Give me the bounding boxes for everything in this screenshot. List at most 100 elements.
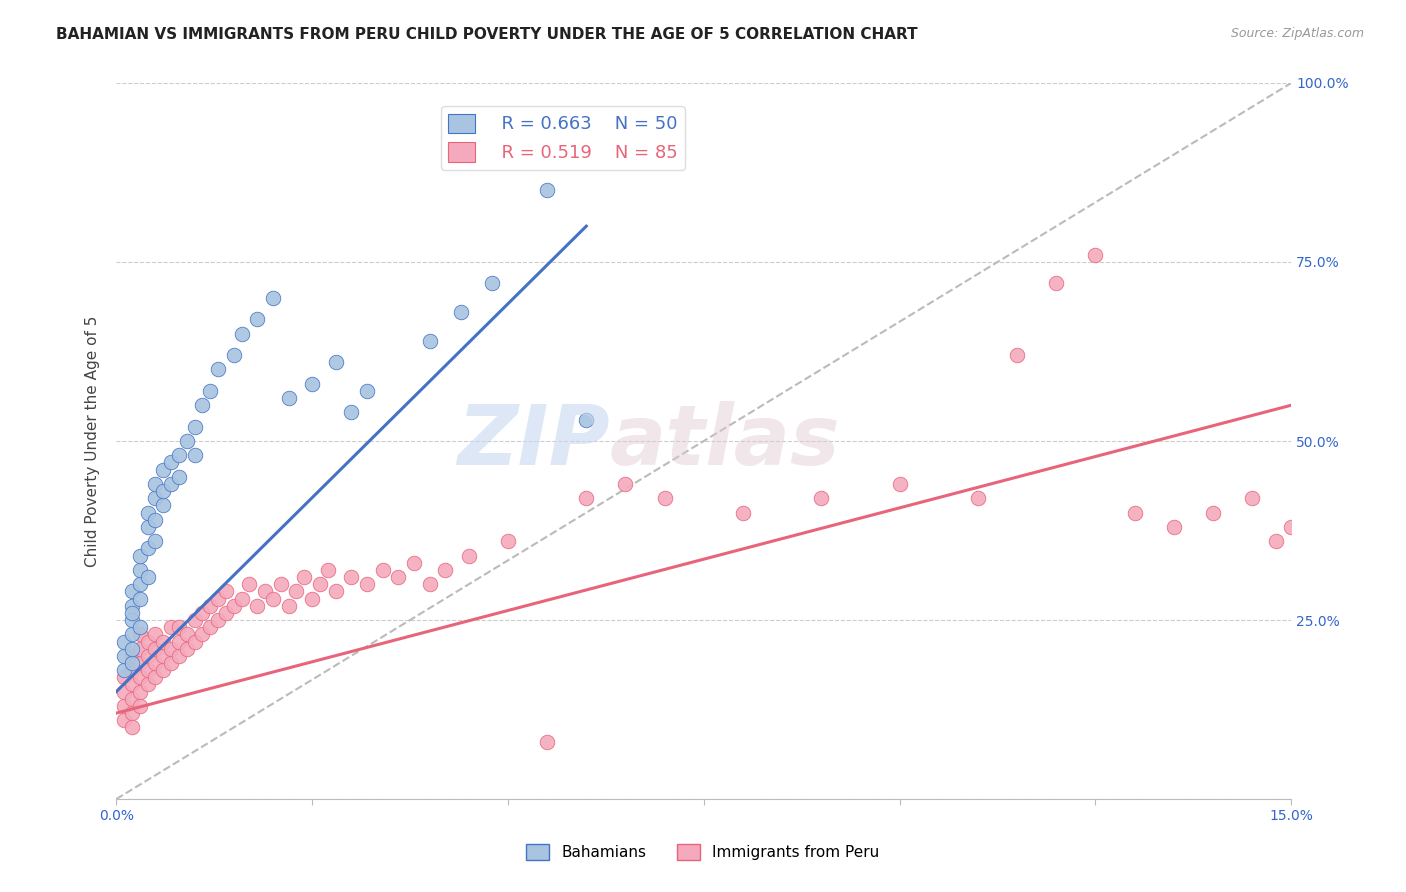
Point (112, 713, 135, 727)
Text: Source: ZipAtlas.com: Source: ZipAtlas.com (1230, 27, 1364, 40)
Point (128, 577, 150, 591)
Point (121, 613, 143, 627)
Point (231, 591, 253, 606)
Point (536, 183, 558, 197)
Point (200, 384, 222, 398)
Point (419, 334, 441, 348)
Point (145, 670, 167, 684)
Point (810, 491, 832, 506)
Point (325, 355, 347, 369)
Point (387, 570, 409, 584)
Point (301, 376, 323, 391)
Point (112, 670, 135, 684)
Point (1163, 520, 1185, 534)
Text: BAHAMIAN VS IMMIGRANTS FROM PERU CHILD POVERTY UNDER THE AGE OF 5 CORRELATION CH: BAHAMIAN VS IMMIGRANTS FROM PERU CHILD P… (56, 27, 918, 42)
Point (160, 656, 183, 670)
Point (183, 613, 205, 627)
Point (614, 477, 637, 491)
Point (450, 305, 472, 319)
Point (1123, 506, 1146, 520)
Point (145, 534, 167, 549)
Point (145, 641, 167, 656)
Text: atlas: atlas (610, 401, 841, 482)
Point (575, 412, 598, 426)
Point (246, 312, 269, 326)
Point (340, 570, 363, 584)
Point (136, 570, 159, 584)
Point (340, 405, 363, 419)
Point (145, 513, 167, 527)
Point (371, 563, 394, 577)
Point (356, 577, 378, 591)
Point (128, 563, 150, 577)
Point (434, 563, 457, 577)
Point (222, 348, 245, 362)
Point (136, 648, 159, 663)
Point (262, 591, 284, 606)
Point (112, 698, 135, 713)
Point (176, 641, 198, 656)
Point (145, 491, 167, 506)
Point (121, 599, 143, 613)
Point (496, 534, 519, 549)
Point (183, 419, 205, 434)
Point (1045, 277, 1067, 291)
Point (889, 477, 911, 491)
Point (121, 584, 143, 599)
Point (231, 326, 253, 341)
Point (277, 391, 299, 405)
Point (152, 634, 174, 648)
Point (145, 627, 167, 641)
Point (160, 620, 183, 634)
Point (121, 677, 143, 691)
Point (536, 735, 558, 749)
Point (152, 484, 174, 499)
Legend:   R = 0.663    N = 50,   R = 0.519    N = 85: R = 0.663 N = 50, R = 0.519 N = 85 (441, 106, 685, 169)
Point (152, 463, 174, 477)
Point (325, 584, 347, 599)
Point (183, 634, 205, 648)
Point (128, 656, 150, 670)
Point (121, 648, 143, 663)
Point (1084, 248, 1107, 262)
Point (270, 577, 292, 591)
Point (160, 455, 183, 469)
Point (128, 627, 150, 641)
Point (136, 506, 159, 520)
Point (112, 684, 135, 698)
Point (136, 663, 159, 677)
Point (254, 584, 277, 599)
Point (200, 620, 222, 634)
Point (136, 634, 159, 648)
Point (285, 584, 308, 599)
Point (183, 448, 205, 462)
Point (152, 499, 174, 513)
Point (207, 362, 229, 376)
Point (121, 691, 143, 706)
Point (167, 448, 190, 462)
Point (316, 563, 339, 577)
Point (112, 634, 135, 648)
Point (167, 620, 190, 634)
Point (292, 570, 315, 584)
Point (128, 670, 150, 684)
Point (731, 506, 754, 520)
Point (1279, 520, 1302, 534)
Point (176, 434, 198, 448)
Point (191, 398, 214, 412)
Point (176, 627, 198, 641)
Point (121, 627, 143, 641)
Point (128, 641, 150, 656)
Point (128, 698, 150, 713)
Point (136, 677, 159, 691)
Point (145, 656, 167, 670)
Point (145, 477, 167, 491)
Point (215, 584, 238, 599)
Point (222, 599, 245, 613)
Point (301, 591, 323, 606)
Point (207, 613, 229, 627)
Point (309, 577, 332, 591)
Legend: Bahamians, Immigrants from Peru: Bahamians, Immigrants from Peru (520, 838, 886, 866)
Text: ZIP: ZIP (457, 401, 610, 482)
Point (112, 648, 135, 663)
